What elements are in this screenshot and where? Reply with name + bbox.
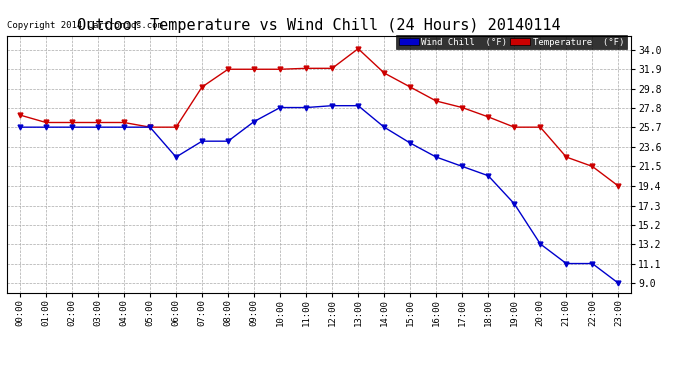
Title: Outdoor Temperature vs Wind Chill (24 Hours) 20140114: Outdoor Temperature vs Wind Chill (24 Ho… [77, 18, 561, 33]
Legend: Wind Chill  (°F), Temperature  (°F): Wind Chill (°F), Temperature (°F) [396, 35, 627, 50]
Text: Copyright 2014 Cartronics.com: Copyright 2014 Cartronics.com [7, 21, 163, 30]
